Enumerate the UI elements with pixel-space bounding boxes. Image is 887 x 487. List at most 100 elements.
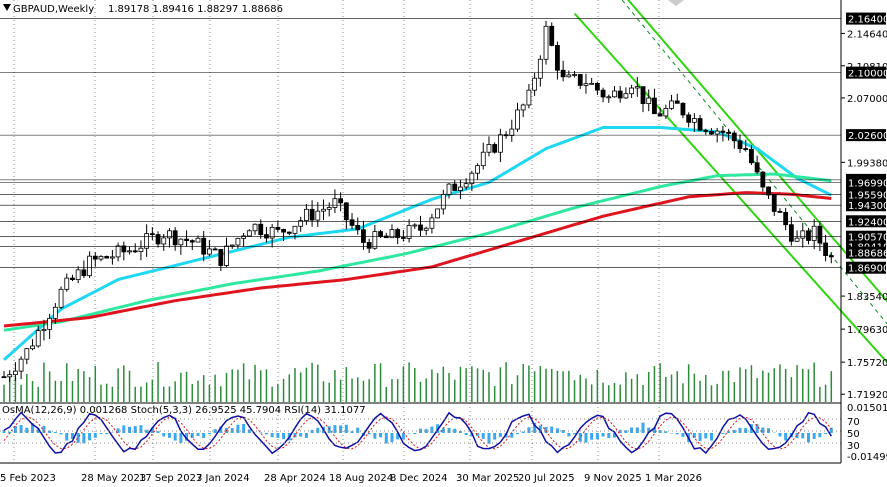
candle-body <box>572 74 577 76</box>
candle-body <box>435 208 441 219</box>
candle-body <box>1 376 7 379</box>
price-level-label: 2.10000 <box>848 69 887 80</box>
candle-body <box>389 229 395 239</box>
candle-body <box>777 211 783 213</box>
price-candles <box>1 20 834 382</box>
candle-body <box>452 183 458 191</box>
candle-body <box>560 69 566 78</box>
candle-body <box>806 230 811 241</box>
candle-body <box>35 330 41 347</box>
candle-body <box>224 245 229 266</box>
indicator-tick-label: -0.014990 <box>847 452 887 463</box>
candle-body <box>811 225 817 241</box>
candle-body <box>720 130 726 133</box>
y-tick-label: 1.83540 <box>847 292 887 303</box>
price-level-label: 1.90570 <box>848 233 887 244</box>
candle-body <box>663 108 669 117</box>
ma_red-line <box>3 191 832 328</box>
channel-upper-line <box>626 0 887 303</box>
indicator-tick-label: 30 <box>847 441 860 452</box>
candle-body <box>241 235 247 239</box>
candle-body <box>652 97 657 115</box>
candle-body <box>543 25 549 60</box>
candle-body <box>132 250 138 253</box>
candle-body <box>138 247 144 253</box>
candle-body <box>149 233 155 236</box>
candle-body <box>286 231 292 234</box>
triangle-down-icon <box>3 4 11 11</box>
candle-body <box>794 237 800 242</box>
price-level-box: 2.02600 <box>846 129 887 142</box>
candle-body <box>440 193 446 210</box>
price-level-box: 1.86900 <box>846 261 887 275</box>
candle-body <box>515 109 520 130</box>
candle-body <box>760 171 766 188</box>
candle-body <box>783 212 789 226</box>
candle-body <box>686 114 692 123</box>
candle-body <box>697 118 703 131</box>
candle-body <box>594 82 600 91</box>
price-level-box: 1.95590 <box>846 188 887 201</box>
candle-body <box>366 242 372 249</box>
candle-body <box>184 238 189 241</box>
candle-body <box>218 249 224 266</box>
candle-body <box>703 129 709 132</box>
candle-body <box>309 208 315 221</box>
candle-body <box>412 224 418 227</box>
price-level-label: 2.16400 <box>848 15 887 26</box>
candle-body <box>41 328 47 332</box>
candle-body <box>446 183 452 195</box>
candle-body <box>606 96 612 99</box>
candle-body <box>361 229 366 243</box>
x-tick-label: 18 Aug 2024 <box>329 473 393 484</box>
price-level-bg <box>846 199 886 212</box>
price-level-bg <box>846 188 886 201</box>
candle-body <box>110 256 115 259</box>
candle-body <box>600 89 606 98</box>
candle-body <box>475 165 480 174</box>
candle-body <box>264 234 269 239</box>
price-axis: 2.14640 2.10810 2.07000 1.99380 1.83540 1.796… <box>840 0 887 463</box>
candle-body <box>258 223 264 236</box>
stoch-main-line <box>3 411 832 455</box>
candle-body <box>303 208 309 222</box>
candle-body <box>281 229 286 233</box>
price-level-label: 1.95590 <box>848 190 887 201</box>
candle-body <box>418 224 423 231</box>
candle-body <box>24 348 30 360</box>
candle-body <box>423 227 429 231</box>
current-price-box: 1.88686 <box>846 246 887 260</box>
price-level-box: 1.96990 <box>846 176 887 190</box>
candle-body <box>127 250 132 253</box>
stoch-signal-line <box>3 416 832 450</box>
candle-body <box>378 231 383 237</box>
candle-body <box>646 97 652 104</box>
candle-body <box>98 256 104 260</box>
price-level-box: 1.94300 <box>846 199 887 212</box>
x-tick-label: 28 Apr 2024 <box>264 473 326 484</box>
candle-body <box>480 151 486 167</box>
candle-body <box>549 25 555 46</box>
candle-body <box>766 186 771 196</box>
candle-body <box>537 58 543 79</box>
price-level-label: 1.94300 <box>848 201 887 212</box>
candle-body <box>115 245 121 258</box>
current-price-label: 1.88686 <box>848 249 887 260</box>
candle-body <box>395 229 401 238</box>
price-level-label: 2.02600 <box>848 131 887 142</box>
price-level-bg <box>846 261 886 274</box>
x-tick-label: 9 Nov 2025 <box>584 473 642 484</box>
y-tick-label: 1.75720 <box>847 358 887 369</box>
candle-body <box>486 144 492 153</box>
candle-body <box>492 144 498 153</box>
candle-body <box>355 225 361 231</box>
candle-body <box>634 86 640 89</box>
price-level-bg <box>846 66 886 79</box>
candle-body <box>589 82 595 85</box>
y-tick-label: 1.71920 <box>847 390 887 401</box>
candle-body <box>754 162 760 173</box>
candle-body <box>189 240 195 243</box>
candle-body <box>167 230 172 239</box>
